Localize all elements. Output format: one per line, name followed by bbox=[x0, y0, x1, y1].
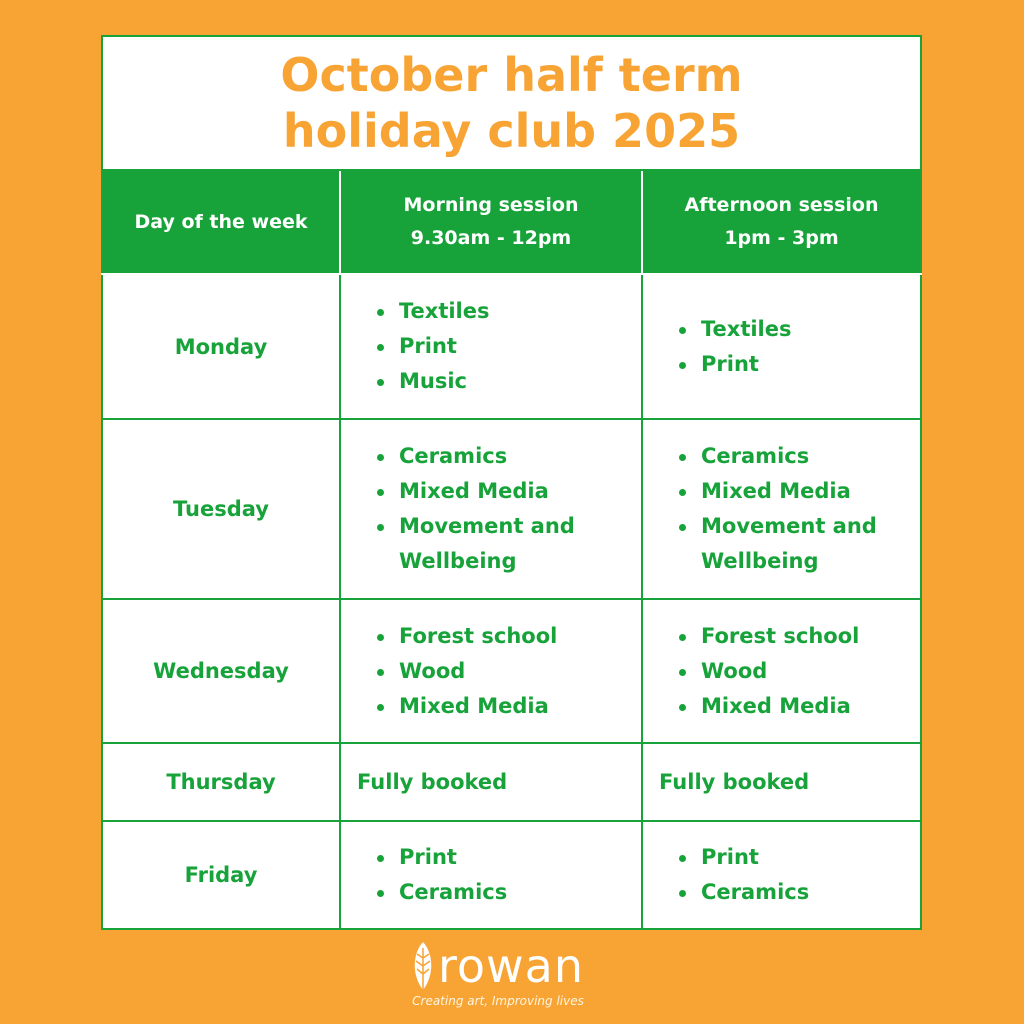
activity-item: Print bbox=[677, 347, 920, 382]
afternoon-time: 1pm - 3pm bbox=[724, 227, 839, 249]
fully-booked-status: Fully booked bbox=[641, 742, 922, 822]
header-day: Day of the week bbox=[101, 171, 341, 275]
activity-item: Print bbox=[375, 329, 641, 364]
afternoon-label: Afternoon session bbox=[684, 194, 879, 216]
morning-cell: Textiles Print Music bbox=[339, 273, 643, 420]
activity-item: Wood bbox=[677, 654, 920, 689]
rowan-logo: rowan Creating art, Improving lives bbox=[412, 940, 584, 1008]
schedule-table: Day of the week Morning session 9.30am - … bbox=[101, 171, 922, 930]
header-morning: Morning session 9.30am - 12pm bbox=[339, 171, 643, 275]
morning-cell: Ceramics Mixed Media Movement and Wellbein… bbox=[339, 418, 643, 600]
day-cell: Friday bbox=[101, 820, 341, 930]
activity-list: Textiles Print Music bbox=[375, 294, 641, 399]
activity-list: Forest school Wood Mixed Media bbox=[677, 619, 920, 724]
activity-list: Forest school Wood Mixed Media bbox=[375, 619, 641, 724]
day-cell: Tuesday bbox=[101, 418, 341, 600]
header-row: Day of the week Morning session 9.30am - … bbox=[101, 171, 922, 275]
afternoon-cell: Print Ceramics bbox=[641, 820, 922, 930]
leaf-icon bbox=[414, 942, 432, 990]
afternoon-cell: Ceramics Mixed Media Movement and Wellbein… bbox=[641, 418, 922, 600]
activity-item: Ceramics bbox=[677, 875, 920, 910]
activity-item: Mixed Media bbox=[677, 689, 920, 724]
day-cell: Wednesday bbox=[101, 598, 341, 744]
title-line-1: October half term bbox=[280, 48, 743, 102]
afternoon-cell: Textiles Print bbox=[641, 273, 922, 420]
fully-booked-status: Fully booked bbox=[339, 742, 643, 822]
logo-tagline: Creating art, Improving lives bbox=[412, 994, 584, 1008]
activity-item: Forest school bbox=[677, 619, 920, 654]
morning-label: Morning session bbox=[403, 194, 579, 216]
activity-list: Print Ceramics bbox=[677, 840, 920, 910]
logo-wordmark: rowan bbox=[438, 939, 585, 993]
title-line-2: holiday club 2025 bbox=[282, 104, 741, 158]
header-afternoon: Afternoon session 1pm - 3pm bbox=[641, 171, 922, 275]
day-cell: Monday bbox=[101, 273, 341, 420]
day-cell: Thursday bbox=[101, 742, 341, 822]
afternoon-cell: Forest school Wood Mixed Media bbox=[641, 598, 922, 744]
activity-item: Wood bbox=[375, 654, 641, 689]
activity-item: Movement and Wellbeing bbox=[677, 509, 920, 579]
activity-item: Textiles bbox=[677, 312, 920, 347]
activity-item: Print bbox=[375, 840, 641, 875]
table-row: Monday Textiles Print Music Textiles Print bbox=[101, 273, 922, 420]
activity-list: Textiles Print bbox=[677, 312, 920, 382]
activity-item: Mixed Media bbox=[375, 689, 641, 724]
activity-list: Print Ceramics bbox=[375, 840, 641, 910]
morning-cell: Forest school Wood Mixed Media bbox=[339, 598, 643, 744]
morning-time: 9.30am - 12pm bbox=[410, 227, 572, 249]
activity-item: Textiles bbox=[375, 294, 641, 329]
activity-item: Print bbox=[677, 840, 920, 875]
activity-item: Ceramics bbox=[375, 439, 641, 474]
table-row: Tuesday Ceramics Mixed Media Movement and W… bbox=[101, 418, 922, 600]
activity-item: Forest school bbox=[375, 619, 641, 654]
table-row: Wednesday Forest school Wood Mixed Media For… bbox=[101, 598, 922, 744]
morning-cell: Print Ceramics bbox=[339, 820, 643, 930]
activity-list: Ceramics Mixed Media Movement and Wellbein… bbox=[375, 439, 641, 579]
table-row: Friday Print Ceramics Print Ceramics bbox=[101, 820, 922, 930]
activity-item: Music bbox=[375, 364, 641, 399]
activity-list: Ceramics Mixed Media Movement and Wellbein… bbox=[677, 439, 920, 579]
activity-item: Mixed Media bbox=[677, 474, 920, 509]
activity-item: Movement and Wellbeing bbox=[375, 509, 641, 579]
activity-item: Ceramics bbox=[677, 439, 920, 474]
page-title: October half term holiday club 2025 bbox=[101, 35, 922, 171]
activity-item: Mixed Media bbox=[375, 474, 641, 509]
activity-item: Ceramics bbox=[375, 875, 641, 910]
table-row: Thursday Fully booked Fully booked bbox=[101, 742, 922, 822]
